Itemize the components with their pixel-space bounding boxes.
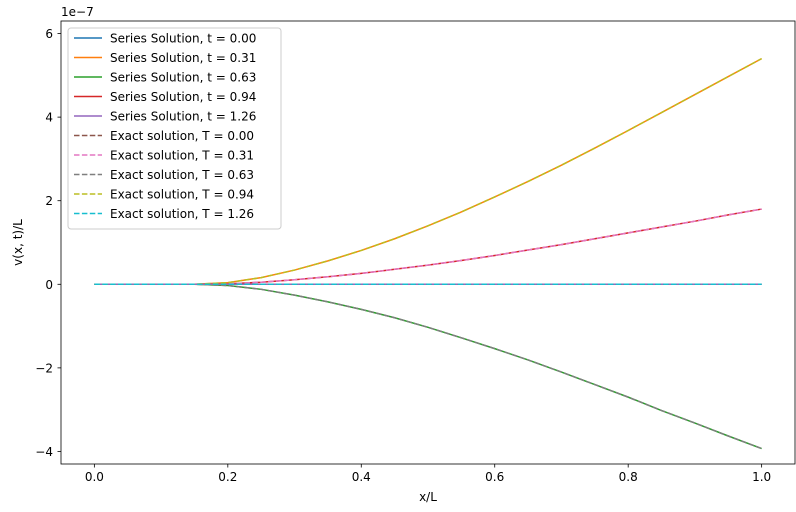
legend-label-4: Series Solution, t = 0.94 bbox=[110, 90, 256, 104]
y-tick-label-4: 2 bbox=[45, 194, 53, 208]
y-axis-scale-label: 1e−7 bbox=[61, 5, 94, 19]
x-axis-label: x/L bbox=[419, 490, 437, 504]
legend-label-9: Exact solution, T = 0.94 bbox=[110, 188, 254, 202]
legend-label-1: Series Solution, t = 0.00 bbox=[110, 32, 256, 46]
y-axis-label: v(x, t)/L bbox=[11, 219, 25, 266]
x-tick-label-4: 0.6 bbox=[485, 470, 504, 484]
x-tick-label-1: 0.0 bbox=[85, 470, 104, 484]
legend-label-7: Exact solution, T = 0.31 bbox=[110, 149, 254, 163]
y-tick-label-2: −2 bbox=[35, 361, 53, 375]
x-tick-label-3: 0.4 bbox=[352, 470, 371, 484]
legend-label-2: Series Solution, t = 0.31 bbox=[110, 51, 256, 65]
legend-label-10: Exact solution, T = 1.26 bbox=[110, 207, 254, 221]
series-layer bbox=[94, 57, 762, 450]
legend-label-8: Exact solution, T = 0.63 bbox=[110, 168, 254, 182]
y-tick-label-3: 0 bbox=[45, 278, 53, 292]
legend-label-5: Series Solution, t = 1.26 bbox=[110, 110, 256, 124]
x-tick-label-5: 0.8 bbox=[619, 470, 638, 484]
y-tick-label-5: 4 bbox=[45, 111, 53, 125]
axes-frame bbox=[60, 20, 796, 465]
legend: Series Solution, t = 0.00 Series Solution… bbox=[67, 27, 282, 230]
axes-layer: 0.0 0.2 0.4 0.6 0.8 1.0 −4 −2 0 2 4 6 bbox=[35, 20, 796, 484]
y-tick-label-1: −4 bbox=[35, 445, 53, 459]
x-tick-label-6: 1.0 bbox=[752, 470, 771, 484]
x-tick-label-2: 0.2 bbox=[218, 470, 237, 484]
legend-frame bbox=[67, 27, 282, 230]
legend-label-3: Series Solution, t = 0.63 bbox=[110, 71, 256, 85]
y-tick-label-6: 6 bbox=[45, 27, 53, 41]
legend-label-6: Exact solution, T = 0.00 bbox=[110, 129, 254, 143]
